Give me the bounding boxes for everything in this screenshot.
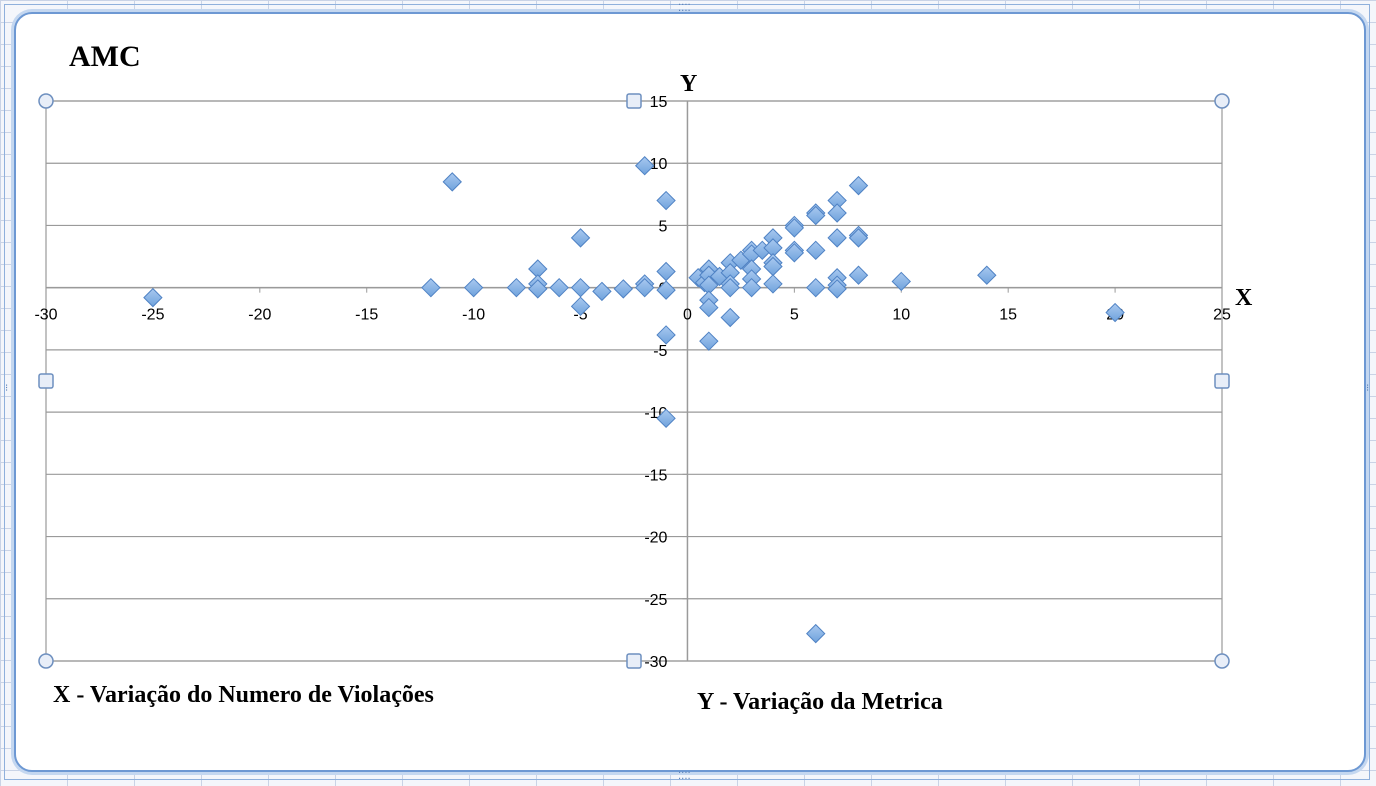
chart-area[interactable]	[14, 12, 1366, 772]
data-point	[613, 279, 634, 299]
right-resize-grip[interactable]: ⁝	[1366, 383, 1370, 394]
y-axis-caption[interactable]: Y - Variação da Metrica	[697, 689, 943, 715]
y-tick-label: -20	[644, 530, 667, 547]
data-point	[720, 307, 740, 328]
data-point	[592, 281, 612, 302]
data-point	[634, 156, 655, 176]
data-point	[806, 277, 826, 298]
chart-selection-frame	[4, 4, 1370, 780]
data-point	[827, 203, 847, 223]
y-tick-label: 15	[650, 94, 668, 111]
plot-resize-handle[interactable]	[626, 93, 642, 109]
data-point	[827, 279, 847, 299]
x-tick-label: -15	[355, 307, 378, 324]
data-point	[656, 261, 676, 282]
plot-resize-handle[interactable]	[626, 653, 642, 669]
plot-resize-handle[interactable]	[38, 93, 54, 109]
data-point	[656, 408, 676, 429]
data-point	[848, 175, 869, 196]
x-axis-caption[interactable]: X - Variação do Numero de Violações	[53, 682, 434, 708]
data-point	[506, 277, 527, 298]
y-tick-label: 10	[650, 156, 668, 173]
data-point	[570, 228, 591, 248]
data-point	[891, 271, 911, 292]
x-tick-label: 25	[1213, 307, 1231, 324]
x-tick-label: -25	[141, 307, 164, 324]
y-tick-label: 5	[659, 218, 668, 235]
data-point	[549, 277, 569, 298]
data-point	[656, 280, 676, 300]
data-point	[806, 623, 826, 644]
chart-title[interactable]: AMC	[69, 40, 141, 73]
y-axis-name[interactable]: Y	[680, 71, 698, 97]
x-tick-label: -10	[462, 307, 485, 324]
bottom-resize-grip[interactable]: ⁚⁚⁚⁚	[678, 771, 691, 782]
data-point	[720, 277, 740, 298]
data-point	[143, 287, 163, 308]
plot-area-border	[45, 100, 1223, 662]
x-tick-label: -30	[34, 307, 57, 324]
y-tick-label: -30	[644, 654, 667, 671]
data-point	[827, 228, 847, 248]
x-tick-label: 0	[683, 307, 692, 324]
data-point	[784, 243, 805, 263]
data-point	[848, 228, 869, 248]
x-tick-label: -20	[248, 307, 271, 324]
data-point	[656, 190, 676, 211]
y-tick-label: -5	[653, 343, 667, 360]
data-point	[656, 325, 676, 345]
data-point	[977, 265, 997, 285]
plot-resize-handle[interactable]	[38, 373, 54, 389]
data-point	[1105, 302, 1125, 323]
y-tick-label: -15	[644, 467, 667, 484]
data-point	[570, 277, 591, 298]
data-point	[570, 296, 591, 317]
x-tick-label: 10	[892, 307, 910, 324]
plot-resize-handle[interactable]	[1214, 93, 1230, 109]
plot-resize-handle[interactable]	[1214, 653, 1230, 669]
data-point	[848, 265, 869, 285]
data-point	[699, 331, 719, 351]
data-point	[442, 172, 462, 192]
left-resize-grip[interactable]: ⁝	[5, 383, 9, 394]
top-resize-grip[interactable]: ⁚⁚⁚⁚	[678, 3, 691, 14]
x-tick-label: 15	[999, 307, 1017, 324]
data-point	[741, 277, 762, 298]
data-point	[806, 205, 826, 226]
x-tick-label: 5	[790, 307, 799, 324]
x-axis-name[interactable]: X	[1235, 285, 1253, 311]
data-point	[421, 277, 441, 298]
data-point	[806, 240, 826, 261]
data-point	[699, 297, 719, 318]
plot-resize-handle[interactable]	[1214, 373, 1230, 389]
plot-resize-handle[interactable]	[38, 653, 54, 669]
data-point	[634, 277, 655, 298]
data-point	[463, 277, 484, 298]
data-point	[763, 274, 783, 294]
y-tick-label: -25	[644, 592, 667, 609]
data-point	[528, 279, 548, 299]
data-point	[784, 218, 805, 238]
